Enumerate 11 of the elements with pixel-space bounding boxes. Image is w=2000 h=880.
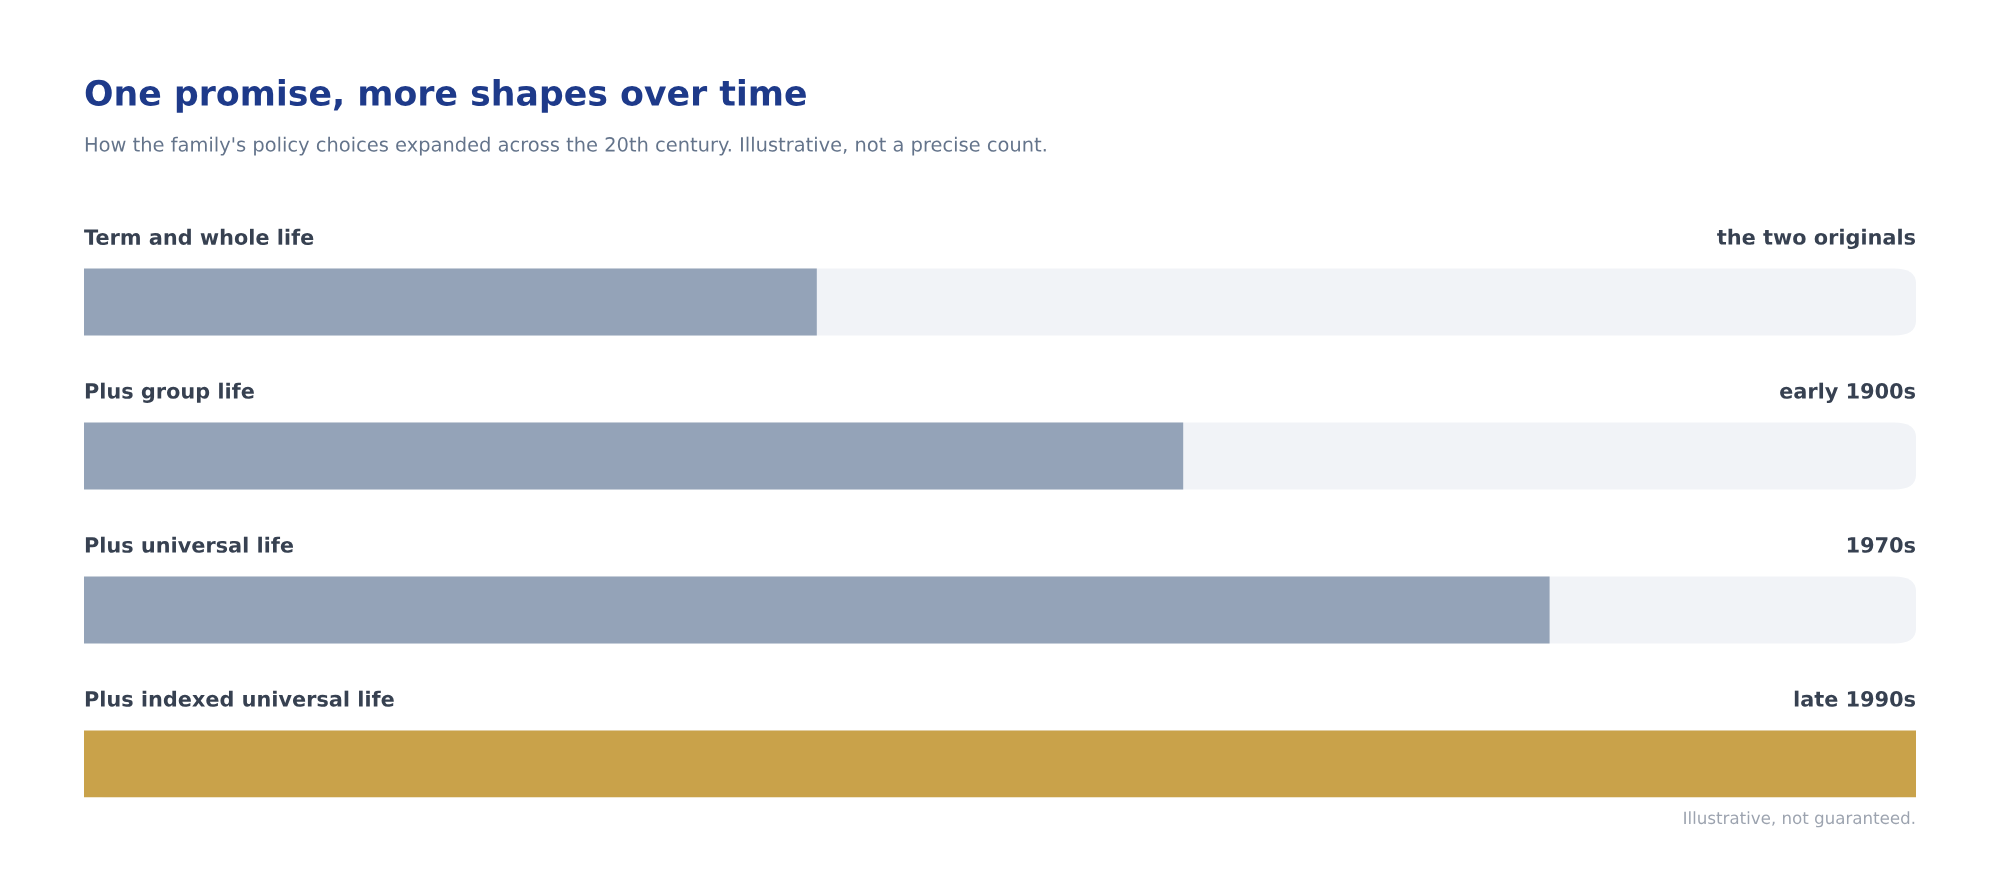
text: Illustrative, not guaranteed. [1684,811,1915,828]
y-tick-label: Plus group life [85,382,254,404]
y-tick-label: Plus indexed universal life [85,690,394,707]
chart-title: One promise, more shapes over time [85,79,806,113]
y-tick-label: Plus universal life [85,536,293,553]
chart-subtitle: How the family's policy choices expanded across the 20th century. Illustrative, not a precise count. [85,136,1046,156]
annotation: early 1900s [1780,382,1916,404]
annotation: the two originals [1717,228,1916,250]
annotation: late 1990s [1794,690,1916,707]
annotation: 1970s [1847,537,1916,553]
y-tick-label: Term and whole life [84,228,314,245]
